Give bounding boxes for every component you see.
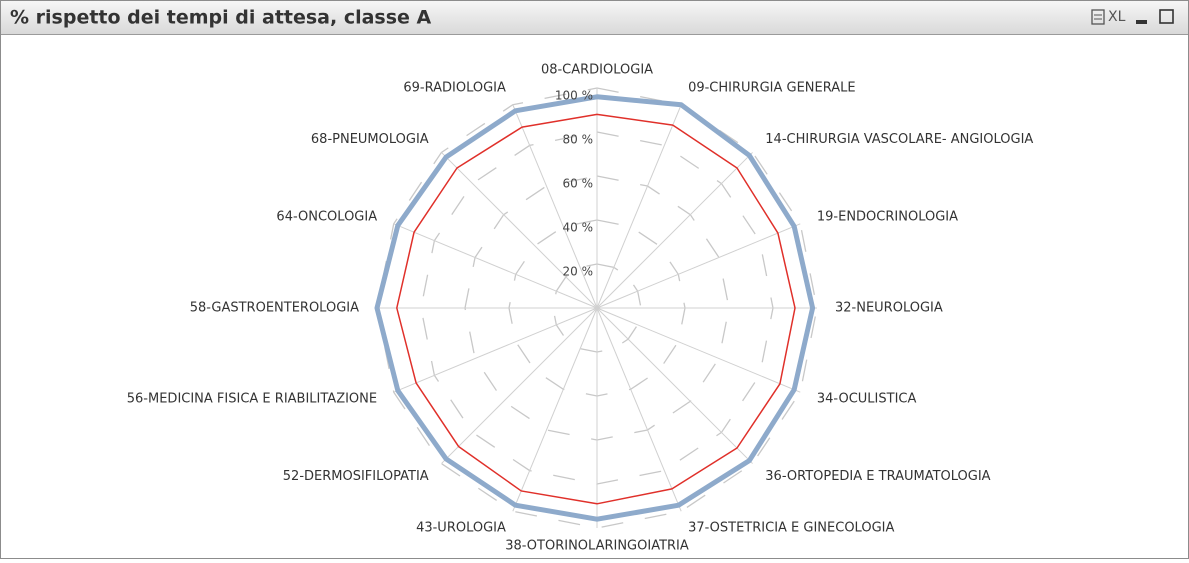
y-tick-label: 60 %	[563, 177, 594, 191]
category-label: 36-ORTOPEDIA E TRAUMATOLOGIA	[765, 469, 990, 484]
category-label: 43-UROLOGIA	[416, 520, 506, 535]
spoke	[596, 104, 682, 309]
grid-ring	[376, 87, 818, 529]
category-label: 64-ONCOLOGIA	[276, 209, 377, 224]
spoke	[596, 307, 753, 464]
series-line	[374, 94, 816, 522]
category-label: 56-MEDICINA FISICA E RIABILITAZIONE	[127, 392, 377, 407]
spoke	[393, 307, 598, 393]
title-bar	[1, 1, 1188, 34]
y-tick-label: 100 %	[555, 89, 593, 103]
category-label: 08-CARDIOLOGIA	[541, 63, 653, 78]
minimize-button[interactable]	[1136, 20, 1147, 24]
spoke	[441, 307, 598, 464]
category-label: 14-CHIRURGIA VASCOLARE- ANGIOLOGIA	[765, 132, 1033, 147]
category-label: 19-ENDOCRINOLOGIA	[817, 209, 958, 224]
category-label: 32-NEUROLOGIA	[835, 301, 943, 316]
y-tick-label: 80 %	[563, 133, 594, 147]
category-label: 52-DERMOSIFILOPATIA	[283, 469, 429, 484]
spoke	[441, 152, 598, 309]
category-label: 58-GASTROENTEROLOGIA	[190, 301, 359, 316]
spoke	[512, 104, 598, 309]
plot: 08-CARDIOLOGIA 09-CHIRURGIA GENERALE 14-CH…	[127, 63, 1034, 554]
y-tick-label: 20 %	[563, 265, 594, 279]
spoke	[596, 152, 753, 309]
spoke	[596, 307, 682, 512]
y-tick-label: 40 %	[563, 221, 594, 235]
category-label: 34-OCULISTICA	[817, 392, 917, 407]
maximize-button[interactable]	[1159, 9, 1174, 24]
category-label: 69-RADIOLOGIA	[403, 81, 506, 96]
spoke	[596, 223, 801, 309]
category-label: 09-CHIRURGIA GENERALE	[688, 81, 856, 96]
print-button[interactable]	[1091, 9, 1105, 25]
spoke	[596, 307, 801, 393]
chart-title: % rispetto dei tempi di attesa, classe A	[10, 7, 432, 29]
series-line	[396, 113, 796, 505]
spoke	[393, 223, 598, 309]
xl-button[interactable]: XL	[1108, 9, 1126, 25]
category-label: 68-PNEUMOLOGIA	[311, 132, 429, 147]
spoke	[512, 307, 598, 512]
category-label: 38-OTORINOLARINGOIATRIA	[505, 539, 689, 554]
category-label: 37-OSTETRICIA E GINECOLOGIA	[688, 520, 894, 535]
